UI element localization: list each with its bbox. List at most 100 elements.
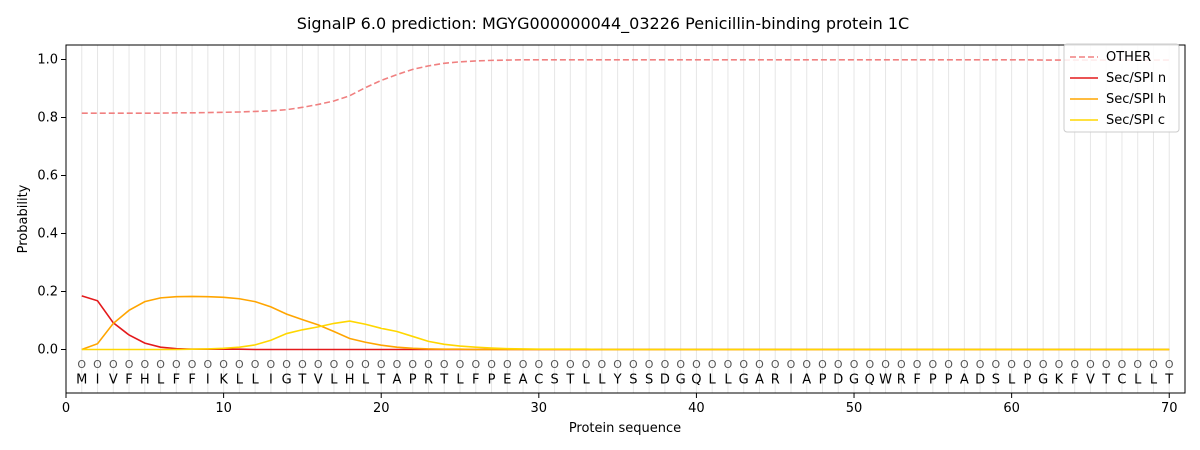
sequence-residue: P <box>929 373 937 388</box>
series-line <box>81 320 1170 351</box>
sequence-residue: G <box>1038 373 1048 388</box>
position-marker: O <box>440 358 449 371</box>
position-marker: O <box>1118 358 1127 371</box>
y-tick-label: 0.8 <box>37 111 58 126</box>
sequence-residue: R <box>424 373 433 388</box>
position-marker: O <box>897 358 906 371</box>
sequence-residue: A <box>755 373 764 388</box>
sequence-residue: P <box>409 373 417 388</box>
sequence-residue: I <box>206 373 210 388</box>
sequence-residue: F <box>173 373 180 388</box>
sequence-residue: K <box>1055 373 1064 388</box>
sequence-residue: S <box>992 373 1000 388</box>
position-marker: O <box>1086 358 1095 371</box>
position-marker: O <box>282 358 291 371</box>
legend-label: Sec/SPI c <box>1106 113 1165 128</box>
position-marker: O <box>550 358 559 371</box>
sequence-residue: L <box>362 373 370 388</box>
sequence-residue: C <box>534 373 543 388</box>
position-marker: O <box>787 358 796 371</box>
sequence-residue: G <box>739 373 749 388</box>
position-marker: O <box>109 358 118 371</box>
position-marker: O <box>377 358 386 371</box>
sequence-residue: T <box>565 373 574 388</box>
position-marker: O <box>771 358 780 371</box>
sequence-residue: Q <box>865 373 875 388</box>
position-marker: O <box>1023 358 1032 371</box>
y-tick-label: 0.2 <box>37 285 58 300</box>
sequence-residue: A <box>393 373 402 388</box>
sequence-residue: L <box>252 373 260 388</box>
x-tick-label: 10 <box>215 401 232 416</box>
position-marker: O <box>1102 358 1111 371</box>
sequence-residue: A <box>960 373 969 388</box>
position-marker: O <box>345 358 354 371</box>
sequence-residue: T <box>376 373 385 388</box>
legend-label: Sec/SPI h <box>1106 92 1166 107</box>
sequence-residue: I <box>269 373 273 388</box>
sequence-residue: G <box>676 373 686 388</box>
position-marker: O <box>298 358 307 371</box>
position-marker: O <box>755 358 764 371</box>
x-tick-label: 20 <box>373 401 390 416</box>
sequence-residue: Y <box>613 373 622 388</box>
sequence-residue: F <box>188 373 195 388</box>
position-marker: O <box>393 358 402 371</box>
sequence-residue: G <box>282 373 292 388</box>
sequence-residue: P <box>1023 373 1031 388</box>
sequence-residue: L <box>157 373 165 388</box>
position-marker: O <box>566 358 575 371</box>
position-marker: O <box>613 358 622 371</box>
sequence-residue: T <box>1164 373 1173 388</box>
sequence-residue: D <box>660 373 670 388</box>
position-marker: O <box>77 358 86 371</box>
sequence-residue: M <box>76 373 87 388</box>
sequence-residue: F <box>913 373 920 388</box>
position-marker: O <box>408 358 417 371</box>
sequence-residue: L <box>456 373 464 388</box>
sequence-residue: E <box>503 373 511 388</box>
sequence-residue: P <box>488 373 496 388</box>
position-marker: O <box>645 358 654 371</box>
legend-box <box>1063 43 1180 133</box>
position-marker: O <box>944 358 953 371</box>
position-marker: O <box>739 358 748 371</box>
position-marker: O <box>724 358 733 371</box>
position-marker: O <box>598 358 607 371</box>
sequence-residue: L <box>1150 373 1158 388</box>
position-marker: O <box>629 358 638 371</box>
position-marker: O <box>125 358 134 371</box>
sequence-residue: L <box>598 373 606 388</box>
position-marker: O <box>487 358 496 371</box>
grid-lines <box>81 45 1170 393</box>
position-marker: O <box>661 358 670 371</box>
y-tick-label: 0.0 <box>37 343 58 358</box>
sequence-residue: S <box>550 373 558 388</box>
sequence-residue: L <box>330 373 338 388</box>
position-marker: O <box>1133 358 1142 371</box>
sequence-residue: H <box>140 373 150 388</box>
position-marker: O <box>976 358 985 371</box>
position-marker: O <box>865 358 874 371</box>
series-line <box>81 58 1170 114</box>
sequence-residue: A <box>802 373 811 388</box>
series-line <box>81 295 1170 351</box>
sequence-residue: V <box>1086 373 1095 388</box>
sequence-residue: L <box>1008 373 1016 388</box>
sequence-residue: A <box>519 373 528 388</box>
sequence-residue: T <box>1101 373 1110 388</box>
position-marker: O <box>676 358 685 371</box>
sequence-residue: D <box>975 373 985 388</box>
position-marker: O <box>204 358 213 371</box>
legend-label: OTHER <box>1106 50 1151 65</box>
position-marker: O <box>1039 358 1048 371</box>
sequence-residue: V <box>314 373 323 388</box>
x-tick-label: 30 <box>531 401 548 416</box>
position-marker: O <box>1149 358 1158 371</box>
sequence-residue: R <box>897 373 906 388</box>
position-marker: O <box>140 358 149 371</box>
y-tick-label: 0.6 <box>37 169 58 184</box>
sequence-residue: L <box>1134 373 1142 388</box>
position-marker: O <box>330 358 339 371</box>
